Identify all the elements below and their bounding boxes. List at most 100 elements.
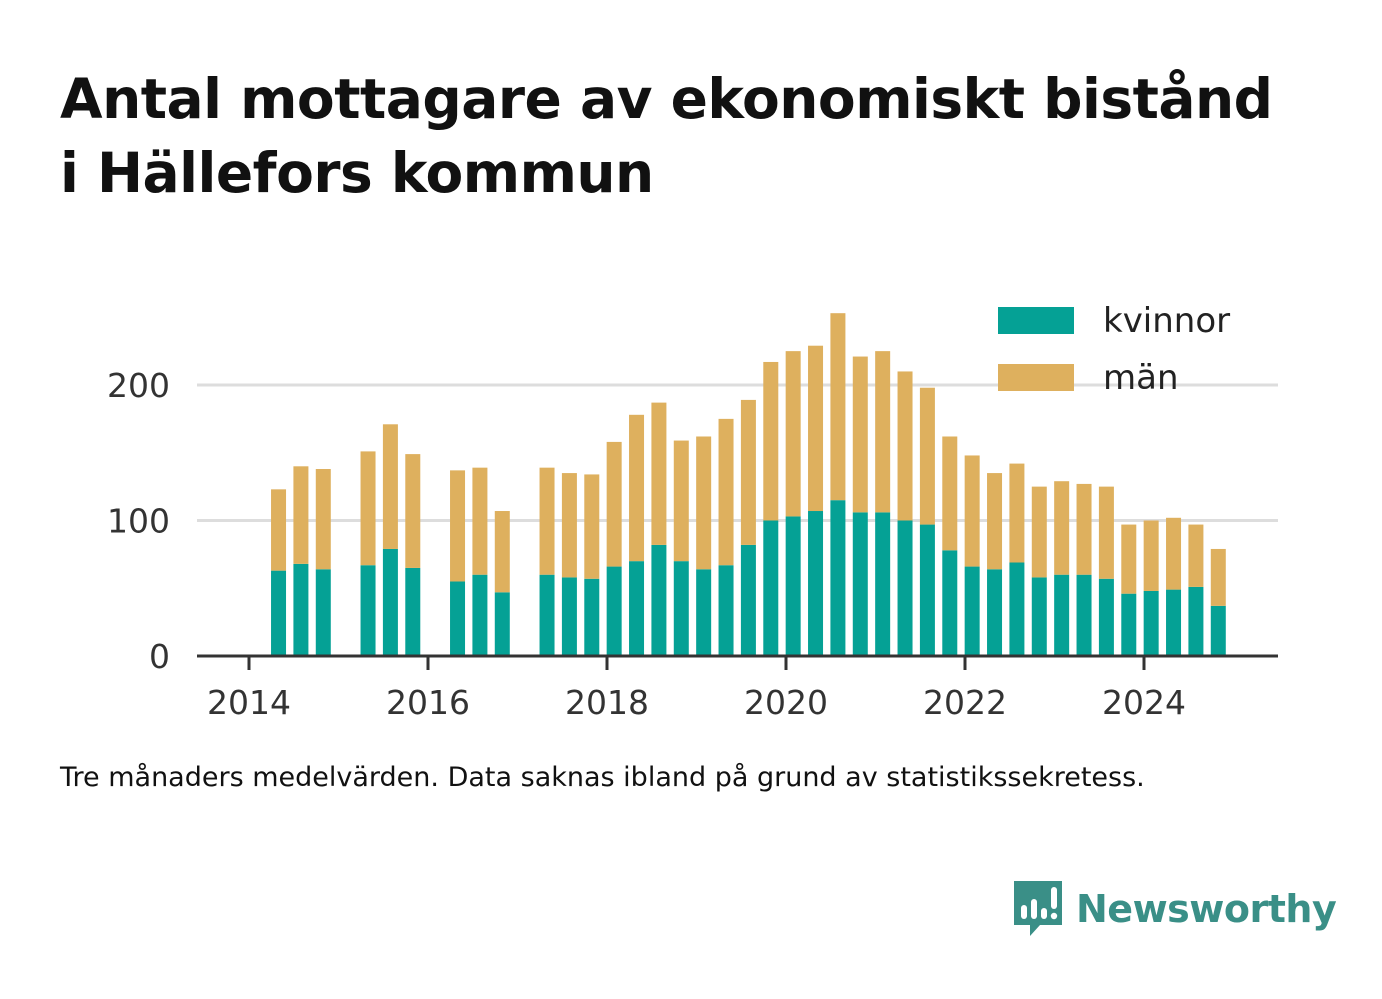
bar-man — [539, 467, 555, 575]
chart-title-line-2: i Hällefors kommun — [60, 141, 654, 205]
legend-label-kvinnor: kvinnor — [1103, 301, 1230, 341]
bar-man — [830, 313, 846, 501]
y-tick-label: 100 — [107, 502, 170, 541]
bar-man — [696, 436, 712, 570]
bar-kvinnor — [584, 578, 600, 656]
bar-kvinnor — [740, 544, 756, 656]
bar-kvinnor — [360, 565, 376, 656]
bar-kvinnor — [1143, 590, 1159, 656]
x-axis-ticks: 2014 2016 2018 2020 2022 2024 — [207, 683, 1186, 722]
bar-kvinnor — [405, 567, 421, 656]
bar-man — [875, 351, 891, 513]
bar-kvinnor — [1188, 586, 1204, 656]
bar-man — [629, 414, 645, 562]
bar-man — [897, 371, 913, 521]
legend-swatch-kvinnor — [998, 307, 1074, 334]
bar-man — [606, 441, 622, 567]
bar-man — [561, 473, 577, 578]
x-tick-label: 2022 — [923, 683, 1007, 722]
x-tick-label: 2024 — [1102, 683, 1186, 722]
legend: kvinnor män — [998, 301, 1230, 398]
bar-man — [1188, 524, 1204, 587]
bar-kvinnor — [382, 548, 398, 656]
bar-kvinnor — [987, 569, 1003, 656]
legend-label-man: män — [1103, 358, 1179, 398]
x-axis — [197, 654, 1278, 670]
bar-kvinnor — [494, 592, 510, 656]
chart-note: Tre månaders medelvärden. Data saknas ib… — [60, 762, 1145, 793]
x-tick-label: 2014 — [207, 683, 291, 722]
x-tick-label: 2016 — [386, 683, 470, 722]
bar-man — [450, 470, 466, 582]
bar-series — [271, 313, 1226, 656]
grid-lines — [197, 383, 1278, 522]
bar-kvinnor — [271, 570, 287, 656]
bar-kvinnor — [1166, 589, 1182, 656]
bar-man — [673, 440, 689, 562]
bar-man — [1054, 481, 1070, 575]
bar-kvinnor — [852, 512, 868, 656]
bar-kvinnor — [830, 500, 846, 656]
y-tick-label: 0 — [149, 637, 170, 676]
bar-kvinnor — [651, 544, 667, 656]
bar-man — [1009, 463, 1025, 563]
bar-kvinnor — [673, 561, 689, 656]
bar-man — [382, 424, 398, 549]
bar-kvinnor — [561, 577, 577, 656]
bar-kvinnor — [629, 561, 645, 656]
bar-man — [293, 466, 309, 564]
bar-man — [360, 451, 376, 566]
bar-kvinnor — [539, 574, 555, 656]
bar-kvinnor — [785, 516, 801, 656]
bar-man — [964, 455, 980, 567]
bar-man — [1121, 524, 1137, 594]
bar-kvinnor — [450, 581, 466, 656]
x-tick-label: 2018 — [565, 683, 649, 722]
bar-man — [785, 351, 801, 517]
bar-kvinnor — [315, 569, 331, 656]
bar-man — [1031, 486, 1047, 578]
bar-kvinnor — [1031, 577, 1047, 656]
bar-man — [740, 399, 756, 545]
bar-man — [315, 469, 331, 570]
bar-kvinnor — [1009, 562, 1025, 656]
bar-kvinnor — [1121, 593, 1137, 656]
bar-man — [718, 418, 734, 566]
bar-man — [808, 345, 824, 512]
bar-kvinnor — [1098, 578, 1114, 656]
bar-kvinnor — [897, 520, 913, 656]
bar-man — [405, 454, 421, 568]
bar-man — [494, 511, 510, 593]
bar-kvinnor — [875, 512, 891, 656]
bar-kvinnor — [942, 550, 958, 656]
bar-man — [763, 361, 779, 521]
chart-title: Antal mottagare av ekonomiskt bistånd i … — [60, 62, 1340, 210]
bar-man — [584, 474, 600, 579]
bar-man — [987, 473, 1003, 570]
bar-kvinnor — [293, 563, 309, 656]
bar-kvinnor — [472, 574, 488, 656]
bar-man — [271, 489, 287, 571]
bar-man — [651, 402, 667, 545]
legend-swatch-man — [998, 364, 1074, 391]
chart-title-line-1: Antal mottagare av ekonomiskt bistånd — [60, 67, 1273, 131]
bar-man — [472, 467, 488, 575]
x-tick-label: 2020 — [744, 683, 828, 722]
brand-name: Newsworthy — [1076, 887, 1337, 931]
bar-man — [1076, 483, 1092, 575]
bar-man — [919, 387, 935, 525]
bar-kvinnor — [606, 566, 622, 656]
bar-man — [942, 436, 958, 551]
bar-kvinnor — [1076, 574, 1092, 656]
bar-kvinnor — [763, 520, 779, 656]
bar-kvinnor — [808, 511, 824, 656]
bar-kvinnor — [1210, 605, 1226, 656]
bar-kvinnor — [919, 524, 935, 656]
bar-kvinnor — [696, 569, 712, 656]
bar-man — [852, 356, 868, 513]
bar-kvinnor — [964, 566, 980, 656]
bar-kvinnor — [1054, 574, 1070, 656]
y-axis-ticks: 0 100 200 — [107, 366, 170, 676]
bar-man — [1166, 517, 1182, 590]
